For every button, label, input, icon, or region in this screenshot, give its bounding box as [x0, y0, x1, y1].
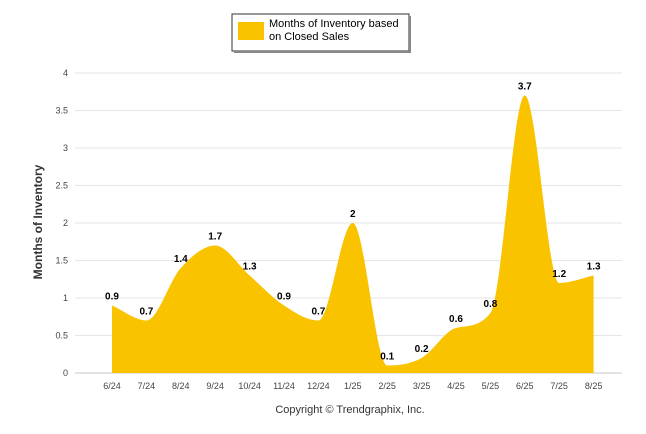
- y-axis-ticks: 0 0.5 1 1.5 2 2.5 3 3.5 4: [55, 68, 68, 378]
- legend-box-shadow: [409, 16, 411, 53]
- x-axis-ticks: 6/24 7/24 8/24 9/24 10/24 11/24 12/24 1/25 2/25 3…: [103, 381, 602, 391]
- y-tick-label: 0.5: [55, 331, 68, 341]
- legend-label-line1: Months of Inventory based: [269, 18, 399, 30]
- data-labels: 0.9 0.7 1.4 1.7 1.3 0.9 0.7 2 0.1 0.2 0.6 0.8 3.7 1.2…: [105, 82, 601, 363]
- y-axis-title: Months of Inventory: [31, 164, 45, 279]
- x-tick-label: 3/25: [413, 381, 431, 391]
- data-label: 1.3: [243, 262, 257, 273]
- data-label: 0.9: [105, 292, 119, 303]
- y-tick-label: 2.5: [55, 181, 68, 191]
- data-label: 0.2: [415, 344, 429, 355]
- data-label: 1.7: [208, 232, 222, 243]
- y-tick-label: 0: [63, 368, 68, 378]
- legend-label-line2: on Closed Sales: [269, 31, 350, 43]
- data-label: 1.4: [174, 254, 188, 265]
- data-label: 0.6: [449, 314, 463, 325]
- y-tick-label: 2: [63, 218, 68, 228]
- x-tick-label: 8/24: [172, 381, 190, 391]
- x-tick-label: 7/25: [550, 381, 568, 391]
- y-tick-label: 1: [63, 293, 68, 303]
- x-tick-label: 2/25: [378, 381, 396, 391]
- data-label: 0.8: [483, 299, 497, 310]
- x-tick-label: 10/24: [238, 381, 261, 391]
- data-label: 0.7: [311, 307, 325, 318]
- data-label: 0.1: [380, 352, 394, 363]
- x-tick-label: 11/24: [273, 381, 295, 391]
- data-label: 0.9: [277, 292, 291, 303]
- x-tick-label: 7/24: [138, 381, 156, 391]
- data-label: 0.7: [139, 307, 153, 318]
- data-label: 1.3: [587, 262, 601, 273]
- x-tick-label: 6/25: [516, 381, 534, 391]
- x-tick-label: 4/25: [447, 381, 465, 391]
- legend-swatch: [238, 22, 264, 40]
- y-tick-label: 1.5: [55, 256, 68, 266]
- x-tick-label: 9/24: [206, 381, 224, 391]
- data-label: 2: [350, 209, 356, 220]
- legend-box-shadow-bottom: [234, 51, 411, 53]
- x-tick-label: 5/25: [482, 381, 500, 391]
- y-tick-label: 3: [63, 143, 68, 153]
- x-tick-label: 1/25: [344, 381, 362, 391]
- series-area: [112, 95, 594, 373]
- x-tick-label: 12/24: [307, 381, 330, 391]
- legend: Months of Inventory based on Closed Sale…: [231, 13, 411, 53]
- y-tick-label: 4: [63, 68, 68, 78]
- data-label: 1.2: [552, 269, 566, 280]
- y-tick-label: 3.5: [55, 106, 68, 116]
- copyright-text: Copyright © Trendgraphix, Inc.: [275, 404, 424, 416]
- data-label: 3.7: [518, 82, 532, 93]
- x-tick-label: 6/24: [103, 381, 121, 391]
- x-tick-label: 8/25: [585, 381, 603, 391]
